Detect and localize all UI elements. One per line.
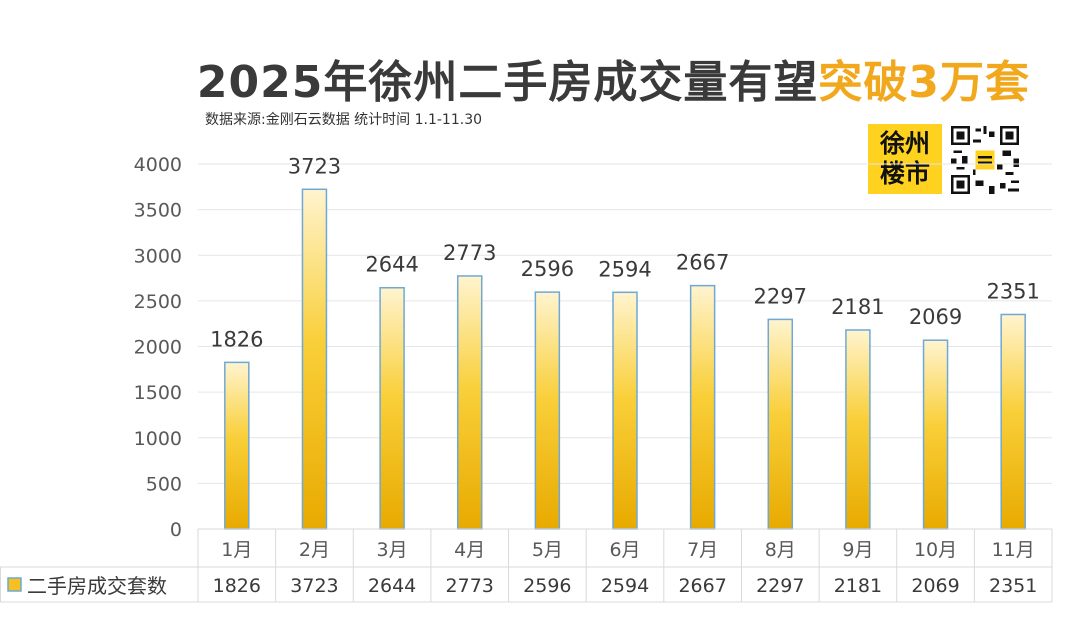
table-value: 2297 <box>756 575 804 597</box>
y-tick-label: 3500 <box>134 200 182 222</box>
legend-swatch <box>7 577 22 592</box>
table-value: 3723 <box>290 575 338 597</box>
x-tick-label: 6月 <box>609 539 640 561</box>
y-tick-label: 3000 <box>134 245 182 267</box>
x-tick-label: 8月 <box>765 539 796 561</box>
x-tick-label: 5月 <box>532 539 563 561</box>
table-value: 2596 <box>523 575 571 597</box>
x-tick-label: 9月 <box>842 539 873 561</box>
table-value: 2181 <box>834 575 882 597</box>
title-main: 2025年徐州二手房成交量有望 <box>196 57 819 108</box>
bar <box>845 329 871 530</box>
bar <box>301 188 328 530</box>
y-tick-label: 4000 <box>134 154 182 176</box>
table-value: 1826 <box>213 575 261 597</box>
bar <box>1000 313 1026 530</box>
x-tick-label: 4月 <box>454 539 485 561</box>
x-tick-label: 10月 <box>914 539 957 561</box>
table-value: 2773 <box>446 575 494 597</box>
bar <box>612 291 638 530</box>
x-tick-label: 7月 <box>687 539 718 561</box>
data-label: 2773 <box>443 241 496 265</box>
data-label: 2596 <box>521 257 574 281</box>
chart-subtitle: 数据来源:金刚石云数据 统计时间 1.1-11.30 <box>205 112 483 128</box>
bar <box>534 291 561 530</box>
table-value: 2069 <box>911 575 959 597</box>
bar <box>767 318 794 530</box>
logo-line-1: 徐州 <box>879 129 930 158</box>
y-tick-label: 500 <box>146 473 182 495</box>
y-tick-label: 1500 <box>134 382 182 404</box>
bar <box>456 275 483 530</box>
bar <box>379 286 405 530</box>
table-value: 2594 <box>601 575 649 597</box>
title-highlight: 突破3万套 <box>818 57 1030 108</box>
data-label: 2644 <box>365 253 418 277</box>
data-label: 1826 <box>210 327 263 351</box>
x-tick-label: 2月 <box>299 539 330 561</box>
x-tick-label: 3月 <box>377 539 408 561</box>
data-label: 2351 <box>986 279 1039 303</box>
legend-label: 二手房成交套数 <box>27 574 167 598</box>
table-value: 2667 <box>678 575 726 597</box>
bar <box>922 339 949 530</box>
data-label: 2069 <box>909 305 962 329</box>
x-tick-label: 1月 <box>221 539 252 561</box>
table-value: 2644 <box>368 575 416 597</box>
data-label: 2667 <box>676 251 729 275</box>
table-value: 2351 <box>989 575 1037 597</box>
qr-code-icon <box>951 126 1019 194</box>
y-tick-label: 1000 <box>134 428 182 450</box>
y-tick-label: 0 <box>170 519 182 541</box>
data-label: 2181 <box>831 295 884 319</box>
data-label: 3723 <box>288 154 341 178</box>
bar <box>689 284 716 530</box>
y-tick-label: 2500 <box>134 291 182 313</box>
x-tick-label: 11月 <box>992 539 1035 561</box>
chart-title: 2025年徐州二手房成交量有望突破3万套 <box>197 46 1030 110</box>
y-tick-label: 2000 <box>134 337 182 359</box>
bar <box>224 361 250 530</box>
data-label: 2297 <box>754 284 807 308</box>
data-label: 2594 <box>598 257 651 281</box>
